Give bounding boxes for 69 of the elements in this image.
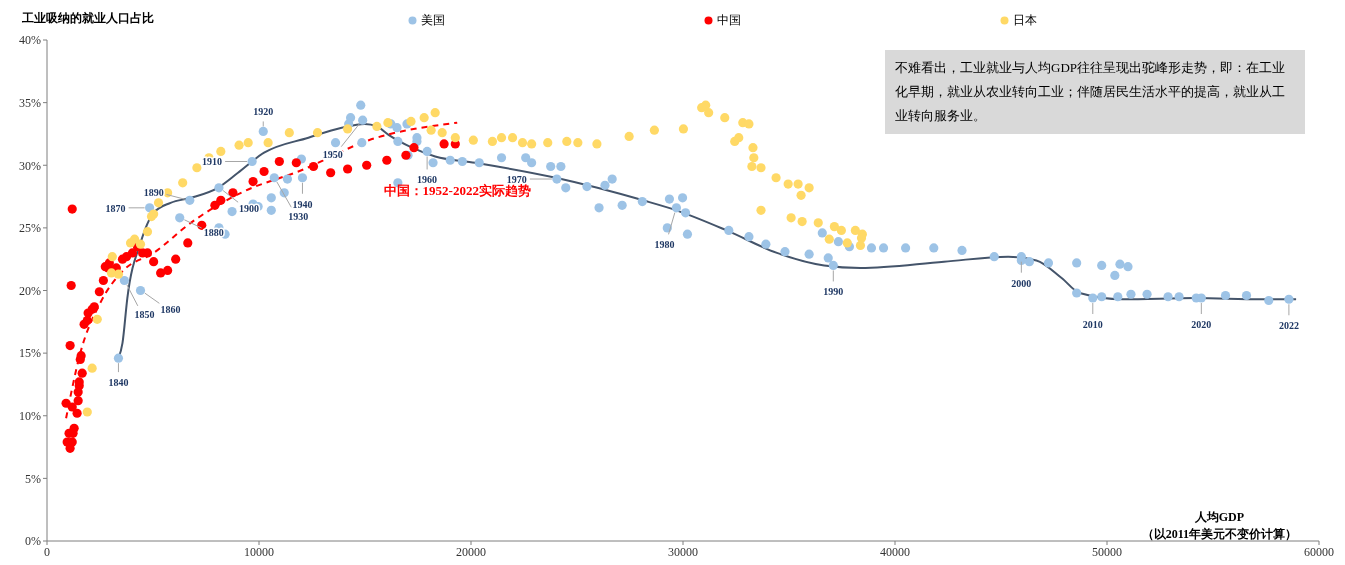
point <box>65 341 75 351</box>
x-tick-label: 60000 <box>1304 544 1334 559</box>
y-tick-label: 35% <box>19 95 41 110</box>
point <box>67 204 77 214</box>
y-tick-label: 40% <box>19 33 41 48</box>
point <box>291 158 301 168</box>
annotation: 1860 <box>160 303 181 315</box>
chart-title: 工业吸纳的就业人口占比 <box>22 10 154 27</box>
annotation: 1850 <box>134 309 155 321</box>
point <box>127 248 138 258</box>
annotation: 2020 <box>1191 319 1212 331</box>
point <box>308 161 319 172</box>
point <box>210 200 220 210</box>
point <box>163 265 173 276</box>
annotation: 1950 <box>322 149 343 161</box>
annotation: 1840 <box>108 377 129 389</box>
annotation: 2022 <box>1278 320 1299 332</box>
point <box>66 280 76 291</box>
point <box>72 408 82 418</box>
point <box>343 164 353 174</box>
point <box>67 402 77 412</box>
y-tick-label: 0% <box>25 534 41 549</box>
point <box>77 368 87 378</box>
point <box>409 143 419 153</box>
point <box>259 166 269 177</box>
y-tick-label: 20% <box>19 283 41 298</box>
point <box>73 396 83 406</box>
point <box>94 287 104 297</box>
point <box>149 257 159 267</box>
point <box>171 254 181 264</box>
annotation: 1870 <box>105 202 126 214</box>
y-tick-label: 10% <box>19 409 41 424</box>
annotation: 1920 <box>253 106 274 118</box>
y-tick-label: 30% <box>19 158 41 173</box>
y-tick-label: 5% <box>25 471 41 486</box>
legend-label: 中国 <box>716 12 741 29</box>
x-tick-label: 30000 <box>668 544 698 559</box>
legend-label: 美国 <box>420 12 445 29</box>
point <box>274 156 284 167</box>
annotation: 2000 <box>1011 277 1032 289</box>
annotation: 1880 <box>203 226 224 238</box>
x-tick-label: 20000 <box>456 544 486 559</box>
point <box>183 238 193 248</box>
point <box>382 155 392 165</box>
point <box>98 275 108 286</box>
point <box>248 176 258 187</box>
annotation: 不难看出，工业就业与人均GDP往往呈现出驼峰形走势，即：在工业化早期，就业从农业转向工业；伴随居民生活水平的提高，就业从工业转向服务业。 <box>885 50 1305 134</box>
y-tick-label: 25% <box>19 221 41 236</box>
annotation: 1980 <box>654 238 675 250</box>
x-tick-label: 10000 <box>244 544 274 559</box>
x-axis-title: 人均GDP （以2011年美元不变价计算） <box>1141 509 1297 543</box>
annotation: 1930 <box>288 210 309 222</box>
point <box>228 188 238 198</box>
point <box>362 160 372 170</box>
x-tick-label: 0 <box>44 544 50 559</box>
annotation: 2010 <box>1082 319 1103 331</box>
legend-label: 日本 <box>1012 12 1037 29</box>
x-tick-label: 40000 <box>880 544 910 559</box>
point <box>82 315 92 326</box>
annotation: 1890 <box>143 187 164 199</box>
point <box>326 168 336 178</box>
x-tick-label: 50000 <box>1092 544 1122 559</box>
annotation: 1990 <box>823 286 844 298</box>
point <box>439 139 449 149</box>
annotation: 1910 <box>202 156 223 168</box>
point <box>216 195 226 205</box>
y-tick-label: 15% <box>19 346 41 361</box>
annotation: 1940 <box>292 198 313 210</box>
annotation: 1900 <box>238 202 259 214</box>
